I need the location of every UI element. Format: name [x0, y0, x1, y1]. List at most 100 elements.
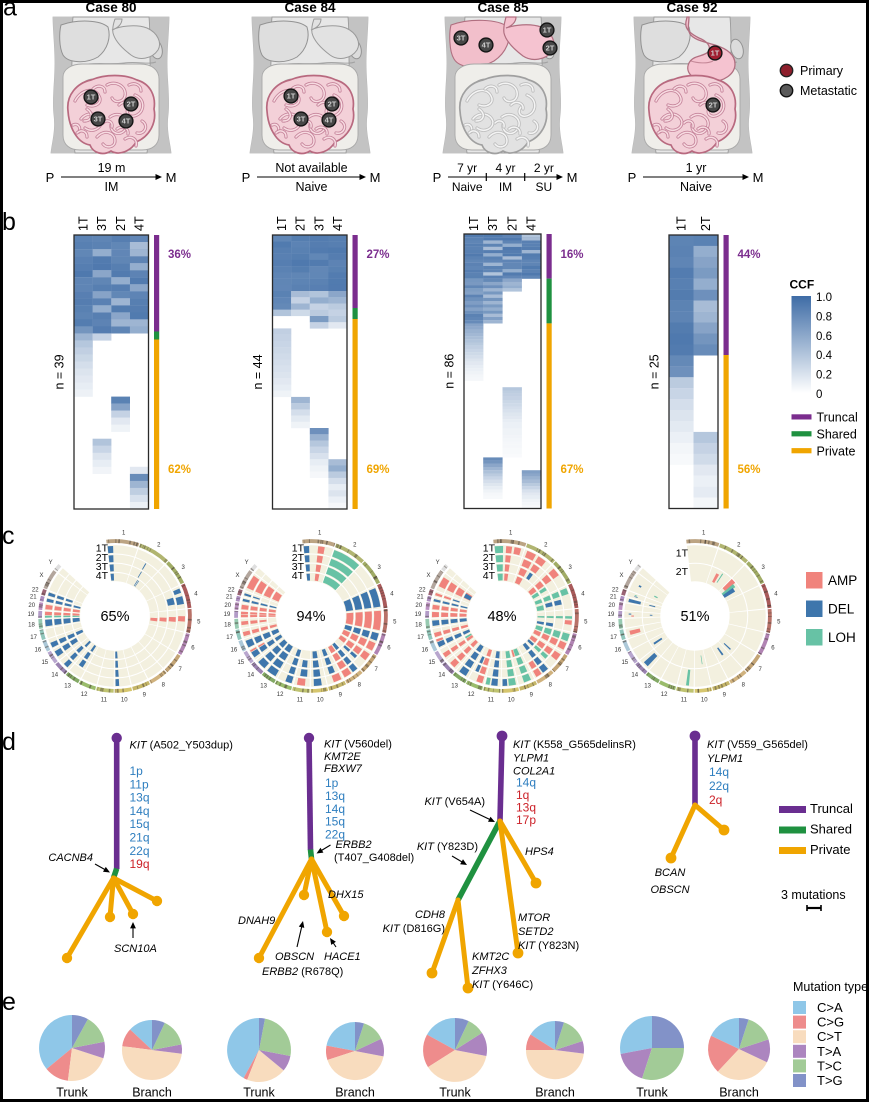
svg-text:15q: 15q — [325, 815, 345, 829]
svg-text:Trunk: Trunk — [243, 1086, 275, 1100]
svg-text:10: 10 — [508, 697, 515, 703]
svg-text:94%: 94% — [296, 609, 325, 625]
svg-text:IM: IM — [105, 180, 119, 194]
svg-text:8: 8 — [358, 683, 362, 689]
svg-text:Y: Y — [436, 560, 440, 566]
svg-text:19: 19 — [608, 612, 615, 618]
svg-text:1T: 1T — [77, 216, 91, 231]
svg-text:22q: 22q — [709, 779, 729, 793]
svg-text:P: P — [433, 170, 442, 185]
svg-text:2T: 2T — [505, 216, 519, 231]
svg-text:16: 16 — [231, 647, 238, 653]
svg-text:Primary: Primary — [800, 64, 844, 78]
svg-text:Private: Private — [817, 444, 856, 458]
svg-text:8: 8 — [742, 683, 746, 689]
svg-text:2T: 2T — [709, 101, 718, 110]
svg-text:C>G: C>G — [817, 1015, 844, 1030]
svg-text:17: 17 — [417, 635, 424, 641]
svg-text:21q: 21q — [130, 831, 150, 845]
svg-text:3T: 3T — [94, 115, 103, 124]
svg-text:3T: 3T — [483, 561, 496, 573]
svg-text:Branch: Branch — [132, 1086, 172, 1100]
svg-text:13: 13 — [64, 683, 71, 689]
svg-text:0: 0 — [816, 389, 822, 401]
svg-text:2: 2 — [353, 542, 357, 548]
svg-text:21: 21 — [226, 595, 233, 601]
svg-text:6: 6 — [191, 646, 195, 652]
svg-text:9: 9 — [530, 693, 534, 699]
svg-text:1p: 1p — [325, 776, 339, 790]
svg-text:C>T: C>T — [817, 1029, 842, 1044]
svg-text:4T: 4T — [525, 216, 539, 231]
svg-text:5: 5 — [584, 619, 588, 625]
svg-text:n = 86: n = 86 — [443, 354, 457, 389]
svg-text:19 m: 19 m — [98, 161, 126, 175]
svg-text:4T: 4T — [325, 116, 334, 125]
svg-text:1T: 1T — [87, 93, 96, 102]
svg-text:IM: IM — [499, 180, 512, 194]
svg-text:9: 9 — [143, 693, 147, 699]
svg-text:Y: Y — [49, 560, 53, 566]
svg-text:COL2A1: COL2A1 — [513, 766, 555, 778]
svg-text:KMT2E: KMT2E — [324, 751, 361, 763]
svg-text:3 mutations: 3 mutations — [781, 888, 846, 902]
svg-text:17: 17 — [226, 635, 233, 641]
svg-text:21: 21 — [30, 595, 37, 601]
svg-text:7: 7 — [178, 667, 182, 673]
svg-text:22: 22 — [32, 588, 39, 594]
svg-text:Naive: Naive — [680, 180, 712, 194]
svg-text:13q: 13q — [130, 791, 150, 805]
svg-text:2T: 2T — [294, 216, 308, 231]
svg-text:4 yr: 4 yr — [495, 161, 515, 175]
svg-text:6: 6 — [387, 646, 391, 652]
svg-text:19: 19 — [28, 612, 35, 618]
svg-text:9: 9 — [339, 693, 343, 699]
svg-text:CDH8: CDH8 — [415, 909, 446, 921]
svg-text:7 yr: 7 yr — [457, 161, 477, 175]
svg-text:0.2: 0.2 — [816, 370, 832, 382]
svg-text:1: 1 — [509, 530, 513, 536]
svg-text:Y: Y — [245, 560, 249, 566]
svg-text:X: X — [427, 573, 431, 579]
svg-text:BCAN: BCAN — [655, 867, 686, 879]
svg-text:n = 44: n = 44 — [251, 354, 265, 389]
svg-text:n = 39: n = 39 — [53, 354, 67, 389]
svg-text:HACE1: HACE1 — [324, 951, 361, 963]
svg-text:12: 12 — [468, 692, 475, 698]
svg-text:2: 2 — [737, 542, 741, 548]
svg-text:16%: 16% — [561, 249, 584, 261]
svg-text:Trunk: Trunk — [439, 1086, 471, 1100]
svg-text:16: 16 — [422, 647, 429, 653]
svg-text:16: 16 — [35, 647, 42, 653]
svg-text:Naive: Naive — [452, 180, 483, 194]
svg-text:HPS4: HPS4 — [525, 846, 554, 858]
svg-text:12: 12 — [277, 692, 284, 698]
svg-text:14q: 14q — [709, 765, 729, 779]
svg-text:KIT (V560del): KIT (V560del) — [324, 739, 392, 751]
svg-text:14q: 14q — [130, 804, 150, 818]
svg-text:C>A: C>A — [817, 1000, 843, 1015]
svg-text:4T: 4T — [132, 216, 146, 231]
svg-text:62%: 62% — [168, 464, 191, 476]
svg-text:17: 17 — [610, 635, 617, 641]
svg-text:4T: 4T — [292, 570, 305, 582]
svg-text:T>A: T>A — [817, 1044, 842, 1059]
svg-text:1T: 1T — [483, 543, 496, 555]
svg-text:d: d — [2, 728, 16, 756]
svg-text:5: 5 — [777, 619, 781, 625]
svg-text:2 yr: 2 yr — [534, 161, 554, 175]
svg-text:56%: 56% — [738, 464, 761, 476]
svg-text:2q: 2q — [709, 793, 722, 807]
svg-text:4T: 4T — [331, 216, 345, 231]
svg-text:22: 22 — [612, 588, 619, 594]
svg-text:13: 13 — [260, 683, 267, 689]
svg-text:Y: Y — [629, 560, 633, 566]
svg-text:65%: 65% — [100, 609, 129, 625]
svg-text:OBSCN: OBSCN — [275, 951, 314, 963]
svg-text:SU: SU — [535, 180, 552, 194]
svg-text:X: X — [40, 573, 44, 579]
svg-text:20: 20 — [224, 603, 231, 609]
svg-text:DHX15: DHX15 — [328, 889, 364, 901]
svg-text:4: 4 — [774, 591, 778, 597]
svg-text:19: 19 — [415, 612, 422, 618]
